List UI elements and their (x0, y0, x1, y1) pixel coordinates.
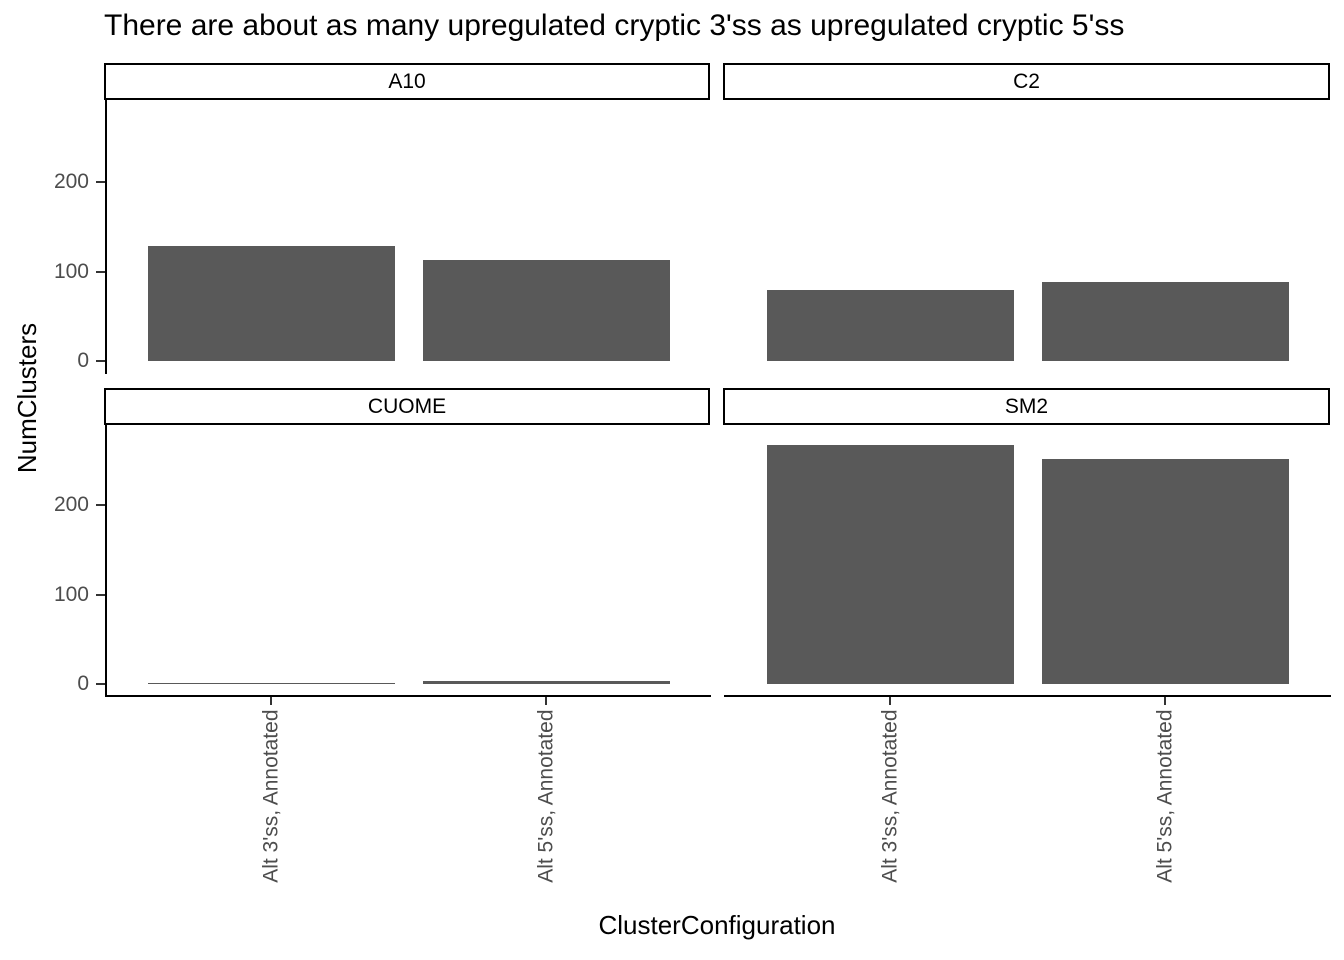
chart-title: There are about as many upregulated cryp… (104, 9, 1125, 42)
facet-strip-cuome: CUOME (104, 388, 710, 425)
x-tick-label: Alt 3'ss, Annotated (259, 709, 283, 883)
y-tick-mark (96, 683, 105, 685)
bar-sm2-0 (767, 444, 1014, 684)
x-tick-label: Alt 3'ss, Annotated (878, 709, 902, 883)
y-tick-label: 100 (53, 259, 89, 283)
bar-c2-1 (1042, 281, 1289, 361)
y-axis-line-a10 (105, 100, 107, 374)
y-tick-label: 0 (77, 349, 89, 372)
facet-strip-label-a10: A10 (388, 70, 426, 93)
x-tick-mark (889, 697, 891, 705)
y-tick-label: 200 (53, 493, 89, 517)
y-tick-label: 0 (77, 672, 89, 695)
facet-strip-label-cuome: CUOME (367, 395, 447, 418)
bar-sm2-1 (1042, 458, 1289, 684)
bar-c2-0 (767, 290, 1014, 361)
facet-strip-sm2: SM2 (723, 388, 1330, 425)
y-axis-line-cuome (105, 425, 107, 697)
y-tick-label: 200 (53, 170, 89, 194)
y-tick-mark (96, 360, 105, 362)
x-axis-title: ClusterConfiguration (598, 910, 836, 940)
bar-a10-0 (148, 245, 395, 361)
y-tick-mark (96, 593, 105, 596)
x-axis-line-cuome (105, 695, 711, 697)
bar-a10-1 (423, 260, 670, 361)
x-tick-mark (270, 697, 272, 705)
y-tick-mark (96, 270, 105, 273)
facet-strip-label-sm2: SM2 (1004, 395, 1049, 418)
x-axis-line-sm2 (724, 695, 1331, 697)
y-tick-mark (96, 181, 105, 184)
bar-cuome-0 (148, 683, 395, 684)
x-tick-mark (1164, 697, 1166, 705)
x-tick-label: Alt 5'ss, Annotated (534, 709, 558, 883)
facet-strip-a10: A10 (104, 63, 710, 100)
x-tick-mark (545, 697, 547, 705)
x-tick-label: Alt 5'ss, Annotated (1153, 709, 1177, 883)
facet-strip-label-c2: C2 (1013, 70, 1040, 93)
facet-strip-c2: C2 (723, 63, 1330, 100)
y-tick-mark (96, 504, 105, 507)
y-tick-label: 100 (53, 582, 89, 606)
bar-cuome-1 (423, 681, 670, 684)
